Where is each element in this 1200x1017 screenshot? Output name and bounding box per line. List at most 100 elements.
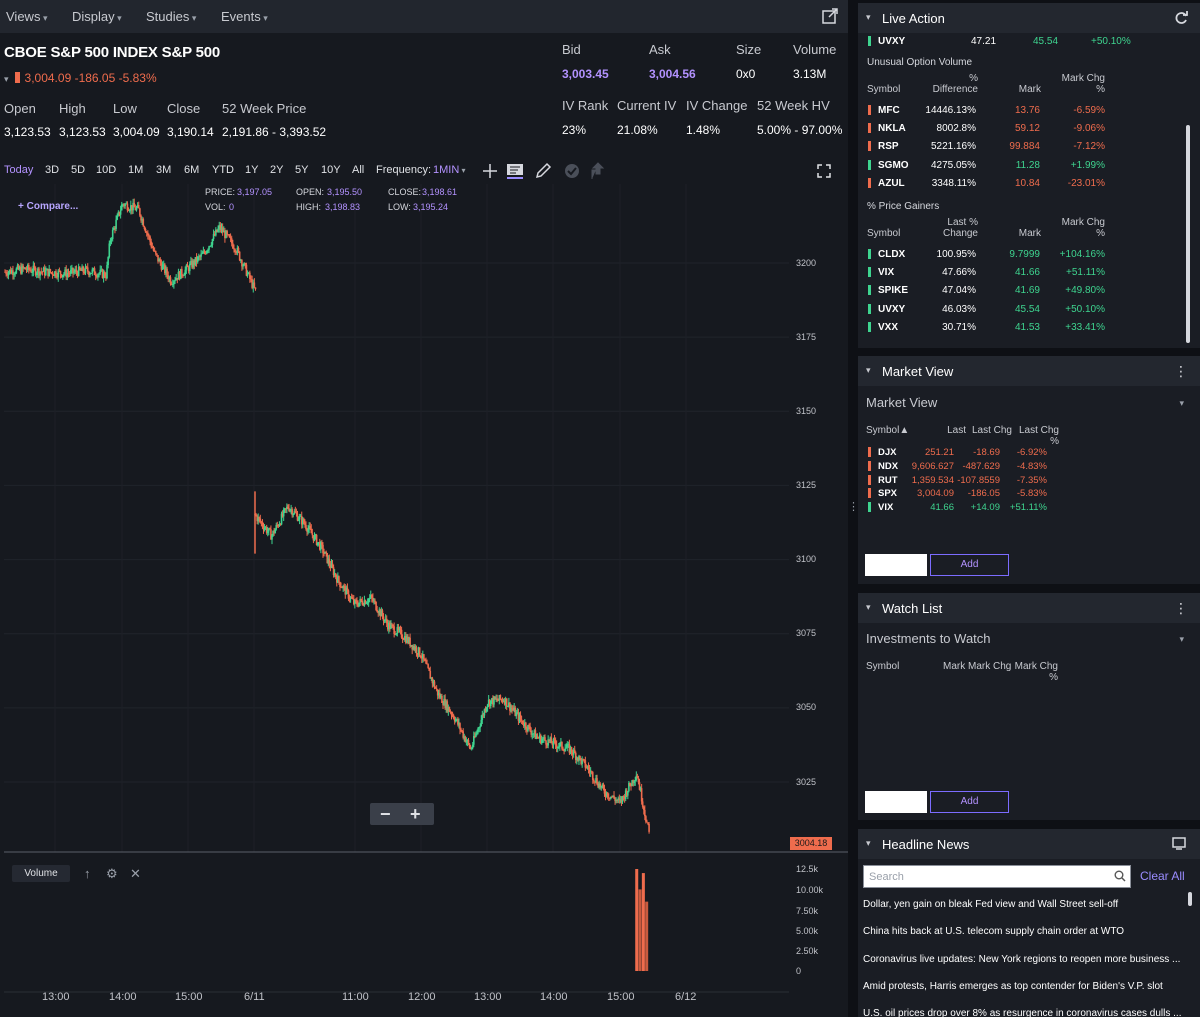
frequency-select[interactable]: 1MIN [433, 164, 466, 176]
mark: 10.84 [1014, 177, 1040, 189]
candle-body [542, 738, 544, 740]
chevron-down-icon[interactable]: ▾ [1179, 398, 1184, 408]
table-row[interactable]: SPX 3,004.09 -186.05 -5.83% [858, 488, 1188, 506]
candle-body [371, 595, 373, 598]
range-10d[interactable]: 10D [96, 164, 117, 176]
last: 41.66 [930, 502, 954, 514]
symbol-change: ▾ 3,004.09 -186.05 -5.83% [4, 71, 157, 85]
x-tick: 6/12 [675, 991, 697, 1003]
refresh-icon[interactable] [1174, 11, 1188, 25]
chevron-down-icon[interactable]: ▾ [1179, 634, 1184, 644]
candle-body [424, 659, 426, 661]
range-5d[interactable]: 5D [71, 164, 86, 176]
check-circle-icon[interactable] [562, 162, 582, 180]
table-row[interactable]: VXX 30.71% 41.53 +33.41% [858, 321, 1188, 340]
table-row[interactable]: VIX 41.66 +14.09 +51.11% [858, 502, 1188, 520]
candle-body [377, 611, 380, 614]
candle-body [619, 799, 622, 801]
range-ytd[interactable]: YTD [212, 164, 234, 176]
news-search-input[interactable] [863, 865, 1131, 888]
candle-body [492, 698, 494, 705]
more-menu-icon[interactable]: ⋮ [1174, 363, 1188, 379]
candle-body [449, 711, 452, 713]
add-button[interactable]: Add [930, 791, 1009, 813]
monitor-icon[interactable] [1172, 837, 1186, 850]
candle-body [41, 271, 44, 273]
zoom-out-button[interactable]: − [380, 804, 391, 824]
list-item[interactable]: UVXY 47.21 45.54 +50.10% [858, 36, 1188, 54]
table-row[interactable]: VIX 47.66% 41.66 +51.11% [858, 267, 1188, 285]
table-row[interactable]: RSP 5221.16% 99.884 -7.12% [858, 141, 1188, 159]
table-row[interactable]: SPIKE 47.04% 41.69 +49.80% [858, 285, 1188, 303]
market-view-select[interactable]: Market View [866, 395, 938, 410]
close-icon[interactable]: ✕ [130, 866, 141, 881]
candle-body [622, 795, 625, 797]
candle-body [312, 535, 315, 541]
fullscreen-icon[interactable] [817, 164, 831, 178]
range-1y[interactable]: 1Y [245, 164, 259, 176]
table-row[interactable]: SGMO 4275.05% 11.28 +1.99% [858, 159, 1188, 178]
table-row[interactable]: RUT 1,359.534 -107.8559 -7.35% [858, 474, 1188, 493]
comment-icon[interactable] [505, 162, 525, 180]
headline-item[interactable]: Amid protests, Harris emerges as top con… [863, 981, 1163, 992]
y-tick: 3100 [796, 554, 817, 564]
compare-button[interactable]: + Compare... [18, 201, 79, 212]
range-5y[interactable]: 5Y [295, 164, 309, 176]
candle-body [64, 269, 66, 274]
menu-studies[interactable]: Studies [146, 9, 196, 24]
candle-body [520, 719, 523, 721]
chevron-down-icon[interactable]: ▾ [4, 74, 9, 84]
crosshair-icon[interactable] [480, 162, 500, 180]
candle-body [243, 263, 245, 266]
range-today[interactable]: Today [4, 164, 34, 176]
watch-list-select[interactable]: Investments to Watch [866, 631, 991, 646]
more-menu-icon[interactable]: ⋮ [1174, 600, 1188, 616]
symbol-input[interactable] [865, 791, 927, 813]
mark: 41.53 [1014, 321, 1040, 333]
range-all[interactable]: All [352, 164, 365, 176]
up-marker-icon [868, 502, 871, 513]
table-row[interactable]: NKLA 8002.8% 59.12 -9.06% [858, 123, 1188, 141]
candle-body [323, 553, 325, 554]
headline-item[interactable]: Coronavirus live updates: New York regio… [863, 954, 1181, 965]
table-row[interactable]: DJX 251.21 -18.69 -6.92% [858, 447, 1188, 465]
candle-body [88, 271, 90, 275]
gear-icon[interactable]: ⚙ [106, 866, 118, 881]
share-icon[interactable] [587, 162, 607, 180]
pencil-icon[interactable] [533, 162, 553, 180]
range-6m[interactable]: 6M [184, 164, 200, 176]
range-2y[interactable]: 2Y [270, 164, 284, 176]
range-10y[interactable]: 10Y [321, 164, 341, 176]
table-row[interactable]: UVXY 46.03% 45.54 +50.10% [858, 303, 1188, 322]
chevron-down-icon[interactable]: ▾ [866, 838, 871, 848]
range-1m[interactable]: 1M [128, 164, 144, 176]
symbol-input[interactable] [865, 554, 927, 576]
chevron-down-icon[interactable]: ▾ [866, 602, 871, 612]
range-3m[interactable]: 3M [156, 164, 172, 176]
chevron-down-icon[interactable]: ▾ [866, 12, 871, 22]
scrollbar[interactable] [1188, 892, 1192, 906]
menu-views[interactable]: Views [6, 9, 47, 24]
drag-handle-icon[interactable]: ⋮ [848, 501, 859, 513]
zoom-in-button[interactable]: + [410, 804, 421, 824]
clear-all-button[interactable]: Clear All [1140, 869, 1185, 883]
col-header[interactable]: Symbol▲ [866, 425, 910, 436]
arrow-up-icon[interactable]: ↑ [84, 866, 91, 881]
search-icon[interactable] [1114, 870, 1126, 882]
chevron-down-icon[interactable]: ▾ [866, 365, 871, 375]
table-row[interactable]: MFC 14446.13% 13.76 -6.59% [858, 105, 1188, 123]
table-row[interactable]: NDX 9,606.627 -487.629 -4.83% [858, 460, 1188, 479]
price-chart[interactable] [0, 184, 848, 1017]
headline-item[interactable]: China hits back at U.S. telecom supply c… [863, 926, 1125, 937]
scrollbar[interactable] [1186, 125, 1190, 343]
headline-item[interactable]: Dollar, yen gain on bleak Fed view and W… [863, 899, 1119, 910]
menu-display[interactable]: Display [72, 9, 122, 24]
table-row[interactable]: CLDX 100.95% 9.7999 +104.16% [858, 249, 1188, 267]
menu-events[interactable]: Events [221, 9, 268, 24]
add-button[interactable]: Add [930, 554, 1009, 576]
live-action-panel: ▾ Live Action UVXY 47.21 45.54 +50.10% U… [858, 3, 1200, 348]
headline-item[interactable]: U.S. oil prices drop over 8% as resurgen… [863, 1008, 1182, 1017]
table-row[interactable]: AZUL 3348.11% 10.84 -23.01% [858, 177, 1188, 196]
popout-icon[interactable] [822, 8, 838, 24]
range-3d[interactable]: 3D [45, 164, 60, 176]
